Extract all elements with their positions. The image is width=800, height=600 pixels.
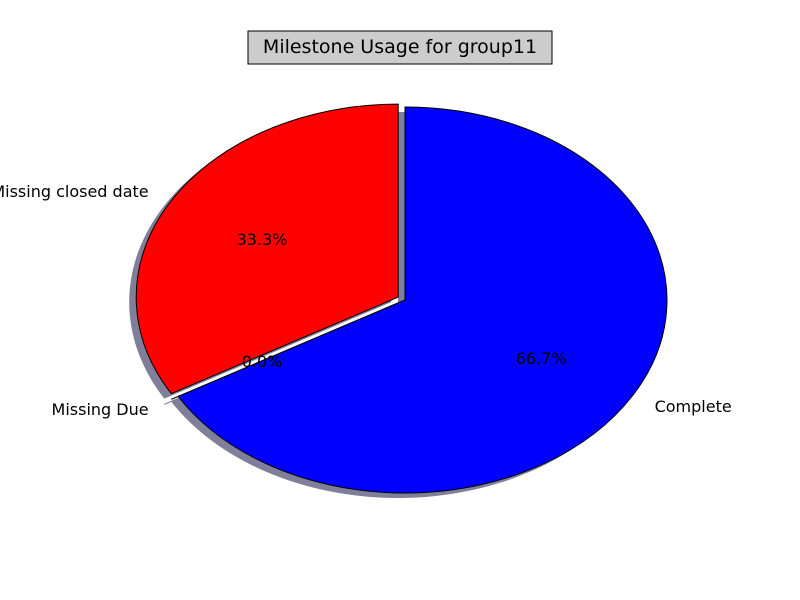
chart-title: Milestone Usage for group11 bbox=[263, 36, 537, 58]
pie-slice-missing-closed-date bbox=[135, 103, 399, 395]
slice-percent-missing-due: 0.0% bbox=[242, 352, 283, 371]
slice-percent-missing-closed-date: 33.3% bbox=[237, 230, 288, 249]
chart-title-box bbox=[247, 30, 553, 65]
pie-slice-layer bbox=[135, 103, 668, 494]
pie-label-layer: Missing closed date 33.3% Missing Due 0.0% C… bbox=[0, 182, 732, 419]
slice-label-missing-due: Missing Due bbox=[52, 400, 149, 419]
slice-label-missing-closed-date: Missing closed date bbox=[0, 182, 149, 201]
slice-percent-complete: 66.7% bbox=[516, 349, 567, 368]
pie-slice-complete bbox=[177, 106, 668, 494]
slice-label-complete: Complete bbox=[655, 397, 732, 416]
chart-title-group: Milestone Usage for group11 bbox=[247, 30, 553, 65]
